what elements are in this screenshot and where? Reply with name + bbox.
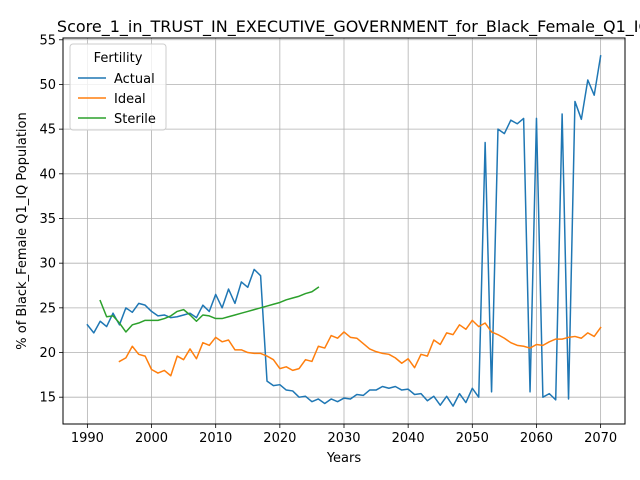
- series-group: [86, 55, 602, 407]
- legend: Fertility Actual Ideal Sterile: [69, 43, 167, 131]
- y-tick-label: 30: [39, 257, 56, 272]
- x-tick-label: 2020: [263, 431, 296, 446]
- y-tick-label: 15: [39, 391, 56, 406]
- legend-box: [69, 43, 167, 131]
- x-tick-label: 2000: [135, 431, 168, 446]
- legend-label-sterile: Sterile: [114, 112, 156, 127]
- series-line-sterile: [99, 286, 320, 333]
- legend-label-actual: Actual: [114, 72, 155, 87]
- series-line-ideal: [118, 319, 602, 377]
- x-axis-label: Years: [326, 451, 362, 466]
- y-tick-label: 45: [39, 123, 56, 138]
- chart-title: Score_1_in_TRUST_IN_EXECUTIVE_GOVERNMENT…: [57, 17, 640, 37]
- x-tick-label: 1990: [71, 431, 104, 446]
- y-tick-label: 40: [39, 167, 56, 182]
- y-tick-label: 35: [39, 212, 56, 227]
- y-tick-label: 50: [39, 78, 56, 93]
- x-tick-label: 2040: [392, 431, 425, 446]
- x-tick-label: 2070: [584, 431, 617, 446]
- series-line-actual: [86, 55, 602, 407]
- y-tick-label: 55: [39, 33, 56, 48]
- y-axis-ticks: 15 20 25 30 35 40 45 50 55: [39, 33, 63, 406]
- x-tick-label: 2030: [327, 431, 360, 446]
- x-tick-label: 2010: [199, 431, 232, 446]
- x-tick-label: 2060: [520, 431, 553, 446]
- y-axis-label: % of Black_Female Q1_IQ Population: [15, 112, 30, 349]
- legend-label-ideal: Ideal: [114, 92, 146, 107]
- y-tick-label: 25: [39, 301, 56, 316]
- x-tick-label: 2050: [456, 431, 489, 446]
- y-tick-label: 20: [39, 346, 56, 361]
- x-axis-ticks: 1990 2000 2010 2020 2030 2040 2050 2060 2070: [71, 424, 617, 446]
- legend-title: Fertility: [94, 51, 143, 66]
